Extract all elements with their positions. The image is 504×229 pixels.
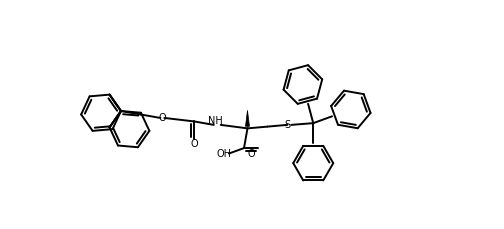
Text: O: O xyxy=(159,113,166,123)
Text: S: S xyxy=(284,120,290,130)
Text: NH: NH xyxy=(209,116,223,126)
Text: OH: OH xyxy=(217,149,231,158)
Text: O: O xyxy=(191,139,198,149)
Text: O: O xyxy=(247,149,255,159)
Polygon shape xyxy=(245,110,249,126)
